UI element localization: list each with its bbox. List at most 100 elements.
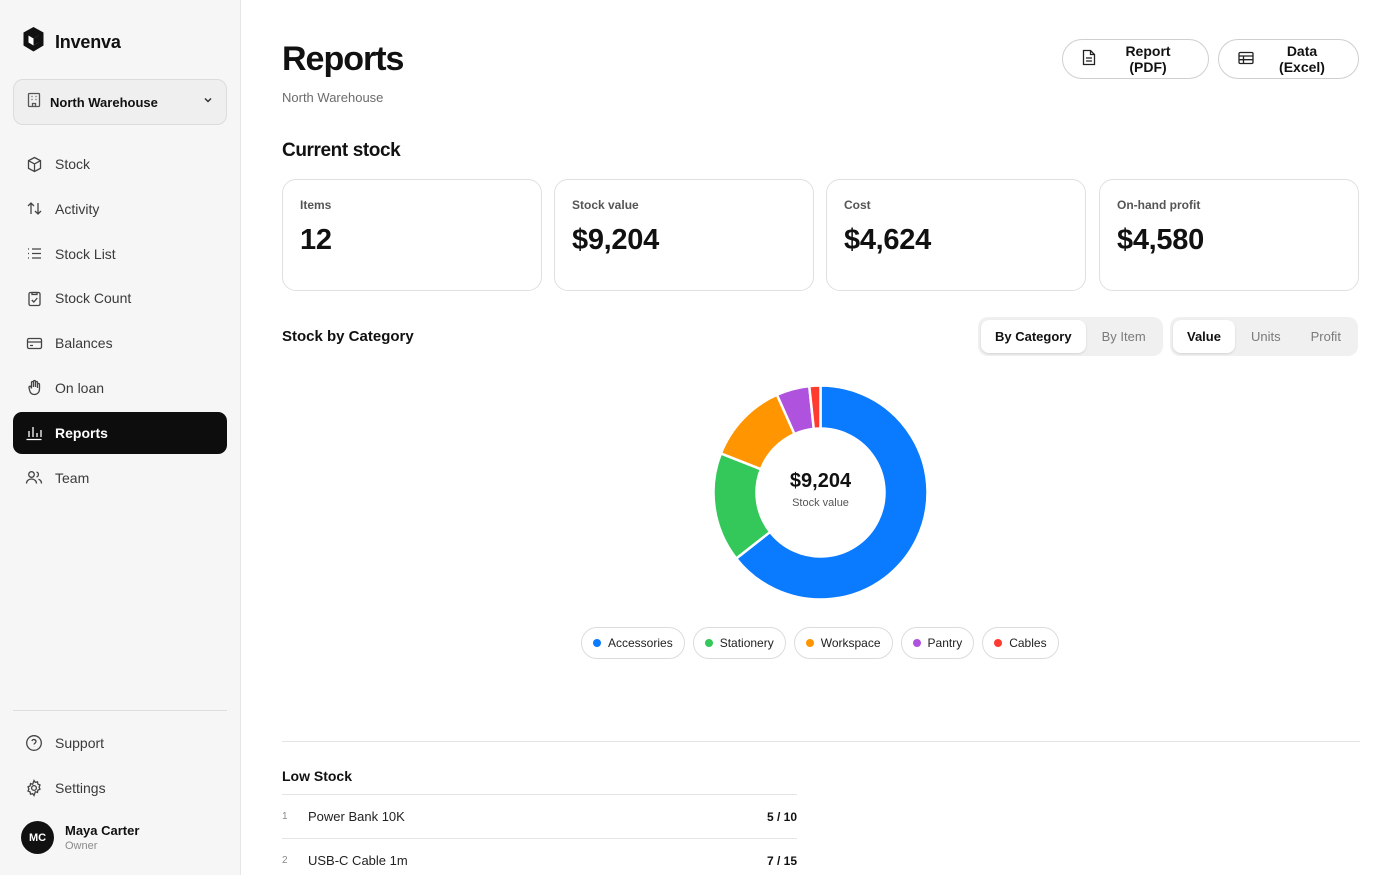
legend-dot — [704, 639, 713, 647]
sidebar-item-team[interactable]: Team — [13, 457, 227, 499]
legend-dot — [912, 639, 921, 647]
gear-icon — [25, 778, 43, 797]
legend-dot — [593, 639, 601, 647]
user-role: Owner — [65, 840, 98, 852]
stat-card-cost: Cost $4,624 — [826, 179, 1086, 291]
sidebar-item-on-loan[interactable]: On loan — [13, 367, 227, 409]
avatar: MC — [21, 821, 54, 854]
legend-item-stationery[interactable]: Stationery — [692, 627, 786, 659]
stat-label: On-hand profit — [1117, 198, 1201, 212]
item-quantity: 7 / 15 — [766, 853, 797, 868]
sidebar-divider — [13, 710, 227, 711]
sidebar-item-label: Settings — [55, 779, 106, 796]
item-quantity: 5 / 10 — [766, 809, 797, 824]
legend-label: Cables — [1009, 636, 1047, 650]
legend-label: Workspace — [820, 636, 881, 650]
section-divider — [282, 741, 1360, 742]
sidebar-item-label: Stock — [55, 156, 91, 172]
page-title: Reports — [282, 40, 404, 78]
donut-slice-cables[interactable] — [808, 384, 822, 431]
stat-value: 12 — [300, 224, 332, 256]
hand-icon — [25, 379, 43, 397]
row-number: 1 — [282, 811, 288, 822]
metric-toggle: Value Units Profit — [1170, 317, 1358, 356]
sidebar-item-settings[interactable]: Settings — [13, 767, 227, 809]
legend-dot — [805, 639, 814, 647]
chart-legend: Accessories Stationery Workspace Pantry Cabl… — [581, 627, 1059, 659]
page-subtitle: North Warehouse — [282, 90, 384, 105]
item-name: USB-C Cable 1m — [308, 853, 408, 868]
item-name: Power Bank 10K — [308, 809, 405, 824]
donut-center-label: Stock value — [792, 497, 849, 509]
stat-value: $4,624 — [844, 224, 931, 256]
warehouse-select[interactable]: North Warehouse — [13, 79, 227, 125]
sidebar-item-activity[interactable]: Activity — [13, 188, 227, 230]
user-profile[interactable]: MC Maya Carter Owner — [21, 821, 139, 854]
tab-by-category[interactable]: By Category — [981, 320, 1086, 353]
stat-label: Items — [300, 198, 332, 212]
data-excel-button[interactable]: Data (Excel) — [1218, 39, 1359, 79]
sidebar-item-stock-list[interactable]: Stock List — [13, 233, 227, 275]
arrows-updown-icon — [25, 200, 43, 218]
legend-item-cables[interactable]: Cables — [982, 627, 1059, 659]
chevron-down-icon — [202, 93, 214, 111]
sidebar-item-stock-count[interactable]: Stock Count — [13, 277, 227, 319]
tab-by-item[interactable]: By Item — [1101, 329, 1146, 344]
sidebar-bottom-nav: Support Settings — [13, 722, 227, 812]
legend-item-accessories[interactable]: Accessories — [581, 627, 685, 659]
donut-center-value: $9,204 — [789, 470, 852, 492]
sidebar-item-label: Activity — [55, 200, 100, 217]
donut-slice-accessories[interactable] — [734, 384, 929, 601]
sidebar-item-label: Stock List — [55, 245, 116, 262]
legend-item-pantry[interactable]: Pantry — [900, 627, 975, 659]
invenva-logo-icon — [22, 26, 45, 58]
document-icon — [1082, 49, 1096, 69]
sidebar-item-support[interactable]: Support — [13, 722, 227, 764]
table-row[interactable]: 2 USB-C Cable 1m 7 / 15 — [282, 838, 797, 875]
brand-name: Invenva — [55, 31, 121, 52]
report-pdf-label: Report (PDF) — [1125, 43, 1171, 75]
clipboard-check-icon — [25, 289, 43, 307]
sidebar-item-balances[interactable]: Balances — [13, 322, 227, 364]
sidebar-item-stock[interactable]: Stock — [13, 143, 227, 185]
stat-value: $4,580 — [1117, 224, 1204, 256]
list-icon — [25, 245, 43, 263]
sidebar-item-reports[interactable]: Reports — [13, 411, 227, 454]
legend-label: Accessories — [608, 636, 673, 650]
stat-label: Stock value — [572, 198, 639, 212]
sidebar-item-label: Reports — [55, 424, 108, 441]
stat-card-stock-value: Stock value $9,204 — [554, 179, 814, 291]
wallet-icon — [25, 334, 43, 352]
stat-value: $9,204 — [572, 224, 659, 256]
report-pdf-button[interactable]: Report (PDF) — [1062, 39, 1209, 79]
legend-label: Pantry — [927, 636, 963, 650]
low-stock-title: Low Stock — [282, 768, 353, 784]
tab-value[interactable]: Value — [1173, 320, 1235, 353]
user-name: Maya Carter — [65, 823, 140, 838]
data-excel-label: Data (Excel) — [1279, 43, 1325, 75]
sidebar-nav: Stock Activity Stock List Stock Count Ba… — [13, 143, 227, 501]
legend-item-workspace[interactable]: Workspace — [793, 627, 893, 659]
sidebar-item-label: Team — [55, 469, 90, 486]
warehouse-select-value: North Warehouse — [50, 94, 158, 110]
sidebar-item-label: Balances — [55, 335, 113, 352]
building-icon — [26, 92, 42, 113]
legend-label: Stationery — [719, 636, 774, 650]
tab-profit[interactable]: Profit — [1310, 329, 1341, 344]
brand[interactable]: Invenva — [22, 26, 121, 58]
sidebar-item-label: Support — [55, 735, 105, 751]
table-icon — [1238, 51, 1254, 68]
stat-label: Cost — [844, 198, 871, 212]
stat-card-on-hand-profit: On-hand profit $4,580 — [1099, 179, 1359, 291]
donut-center: $9,204 Stock value — [708, 470, 933, 509]
category-donut-chart — [712, 384, 929, 601]
sidebar: Invenva North Warehouse Stock Activity — [0, 0, 241, 875]
stat-card-items: Items 12 — [282, 179, 542, 291]
users-icon — [25, 469, 43, 487]
tab-units[interactable]: Units — [1250, 329, 1281, 344]
box-icon — [25, 155, 43, 173]
stock-by-category-title: Stock by Category — [282, 328, 414, 345]
row-number: 2 — [282, 855, 288, 866]
help-circle-icon — [25, 734, 43, 752]
table-row[interactable]: 1 Power Bank 10K 5 / 10 — [282, 794, 797, 838]
